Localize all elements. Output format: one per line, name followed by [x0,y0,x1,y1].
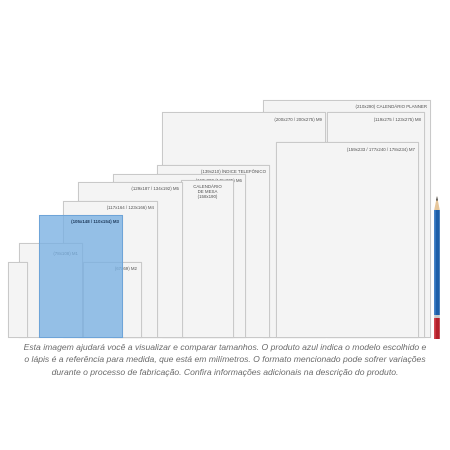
sheet-label: (210x290) CALENDÁRIO PLANNER [355,104,428,109]
sheet-calendario-de-mesa: CALENDÁRIO DE MESA (158x190) [181,180,234,338]
sheet-label: (67x69) M2 [114,266,137,271]
sheet-m3-selected: (105x148 / 110x154) M3 [39,215,123,338]
sheet-label: (129x187 / 134x192) M5 [131,186,179,191]
sheet-label: CALENDÁRIO [193,184,222,189]
sheet-label: (139x210) ÍNDICE TELEFÔNICO [200,169,266,174]
sheet-back-left [8,262,28,338]
sheet-label: (105x148 / 110x154) M3 [71,219,119,224]
caption-line: durante o processo de fabricação. Confir… [51,366,399,377]
sheet-label: DE MESA [197,189,218,194]
pencil-icon [434,196,440,339]
sheet-label: (119x275 / 123x275) M8 [373,117,421,122]
caption-line: Esta imagem ajudará você a visualizar e … [23,342,427,352]
sheet-label: (117x164 / 123x166) M4 [106,205,154,210]
sheet-m7: (159x233 / 177x240 / 178x234) M7 [276,142,419,338]
sheet-label: (159x233 / 177x240 / 178x234) M7 [346,147,415,152]
sheet-label: (158x190) [197,194,218,199]
sheet-label: (200x270 / 200x275) M9 [274,117,322,122]
caption-text: Esta imagem ajudará você a visualizar e … [22,341,428,378]
size-comparison-illustration: (210x290) CALENDÁRIO PLANNER (200x270 / … [8,100,440,339]
caption-line: o lápis é a referência para medida, que … [24,354,426,365]
